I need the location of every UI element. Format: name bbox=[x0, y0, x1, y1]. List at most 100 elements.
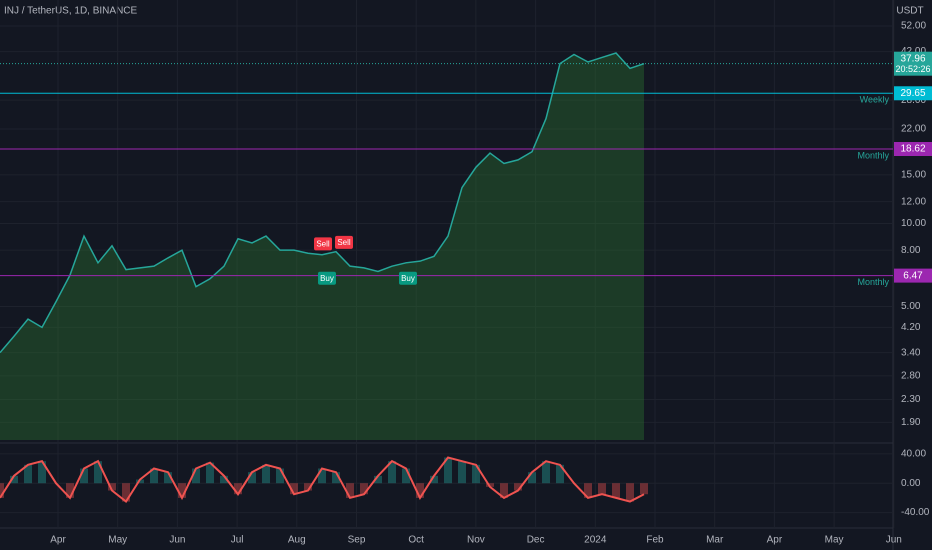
osc-bar bbox=[402, 468, 410, 484]
osc-bar bbox=[262, 464, 270, 484]
osc-bar bbox=[80, 468, 88, 484]
time-label: Apr bbox=[50, 535, 66, 546]
time-label: Sep bbox=[348, 535, 366, 546]
currency: USDT bbox=[896, 6, 923, 17]
price-line bbox=[0, 52, 645, 354]
price-area bbox=[0, 53, 644, 440]
signal-label: Buy bbox=[401, 274, 415, 283]
osc-bar bbox=[0, 483, 4, 498]
osc-bar bbox=[444, 457, 452, 484]
y-tick-label: 8.00 bbox=[901, 245, 921, 256]
osc-bar bbox=[626, 483, 634, 502]
level-badge bbox=[894, 268, 932, 283]
level-name: Monthly bbox=[857, 277, 889, 287]
osc-bar bbox=[430, 475, 438, 484]
y-tick-label: 1.90 bbox=[901, 417, 921, 428]
level-badge bbox=[894, 86, 932, 101]
osc-bar bbox=[122, 483, 130, 502]
osc-bar bbox=[556, 464, 564, 484]
osc-bar bbox=[192, 468, 200, 484]
osc-bar bbox=[66, 483, 74, 498]
y-tick-label: 5.00 bbox=[901, 301, 921, 312]
time-label: Jul bbox=[231, 535, 244, 546]
time-label: Aug bbox=[288, 535, 306, 546]
osc-bar bbox=[150, 468, 158, 484]
osc-bar bbox=[290, 483, 298, 495]
osc-bar bbox=[612, 483, 620, 498]
time-label: Jun bbox=[169, 535, 185, 546]
osc-bar bbox=[416, 483, 424, 498]
y-tick-label: 52.00 bbox=[901, 21, 926, 32]
signal-label: Sell bbox=[337, 238, 351, 247]
time-label: Oct bbox=[408, 535, 424, 546]
osc-line bbox=[0, 456, 645, 504]
level-value: 29.65 bbox=[900, 88, 925, 99]
osc-bar bbox=[10, 475, 18, 484]
time-label: Nov bbox=[467, 535, 485, 546]
osc-bar bbox=[220, 475, 228, 484]
last-price: 37.96 bbox=[900, 53, 925, 64]
osc-bar bbox=[374, 475, 382, 484]
y-tick-label: 4.20 bbox=[901, 322, 921, 333]
osc-bar bbox=[388, 461, 396, 484]
osc-bar bbox=[346, 483, 354, 498]
y-tick-label: 12.00 bbox=[901, 196, 926, 207]
y-tick-label: 3.40 bbox=[901, 347, 921, 358]
signal-badge bbox=[399, 271, 417, 285]
osc-bar bbox=[304, 483, 312, 491]
osc-bar bbox=[542, 461, 550, 484]
signal-badge bbox=[335, 235, 353, 249]
time-label: 2024 bbox=[584, 535, 607, 546]
osc-bar bbox=[332, 472, 340, 484]
osc-bar bbox=[94, 461, 102, 484]
level-badge bbox=[894, 141, 932, 156]
signal-badge bbox=[314, 237, 332, 251]
osc-bar bbox=[178, 483, 186, 498]
osc-bar bbox=[458, 461, 466, 484]
y-tick-label: 0.00 bbox=[901, 478, 921, 489]
osc-bar bbox=[528, 472, 536, 484]
osc-bar bbox=[164, 472, 172, 484]
level-name: Monthly bbox=[857, 150, 889, 160]
level-name: Weekly bbox=[860, 95, 890, 105]
osc-bar bbox=[248, 472, 256, 484]
osc-bar bbox=[472, 464, 480, 484]
time-label: Jun bbox=[886, 535, 902, 546]
osc-bar bbox=[360, 483, 368, 495]
osc-bar bbox=[598, 483, 606, 495]
signal-label: Sell bbox=[316, 239, 330, 248]
osc-bar bbox=[276, 468, 284, 484]
symbol-title: INJ / TetherUS, 1D, BINANCE bbox=[4, 6, 138, 17]
osc-bar bbox=[234, 483, 242, 495]
y-tick-label: 2.80 bbox=[901, 371, 921, 382]
osc-bar bbox=[584, 483, 592, 498]
time-label: Apr bbox=[767, 535, 783, 546]
osc-bar bbox=[640, 483, 648, 495]
osc-bar bbox=[108, 483, 116, 491]
osc-bar bbox=[206, 462, 214, 484]
time-label: Mar bbox=[706, 535, 724, 546]
osc-bar bbox=[38, 461, 46, 484]
time-label: May bbox=[108, 535, 127, 546]
osc-bar bbox=[500, 483, 508, 498]
time-label: Dec bbox=[527, 535, 545, 546]
countdown: 20:52:26 bbox=[895, 64, 930, 74]
osc-bar bbox=[514, 483, 522, 491]
osc-bar bbox=[318, 468, 326, 484]
y-tick-label: -40.00 bbox=[901, 507, 930, 518]
y-tick-label: 10.00 bbox=[901, 218, 926, 229]
y-tick-label: 2.30 bbox=[901, 394, 921, 405]
last-price-badge bbox=[894, 51, 932, 76]
osc-bar bbox=[24, 464, 32, 484]
signal-label: Buy bbox=[320, 274, 334, 283]
time-label: Feb bbox=[646, 535, 664, 546]
level-value: 6.47 bbox=[903, 270, 923, 281]
time-label: May bbox=[825, 535, 844, 546]
y-tick-label: 22.00 bbox=[901, 124, 926, 135]
signal-badge bbox=[318, 271, 336, 285]
y-tick-label: 15.00 bbox=[901, 170, 926, 181]
level-value: 18.62 bbox=[900, 144, 925, 155]
